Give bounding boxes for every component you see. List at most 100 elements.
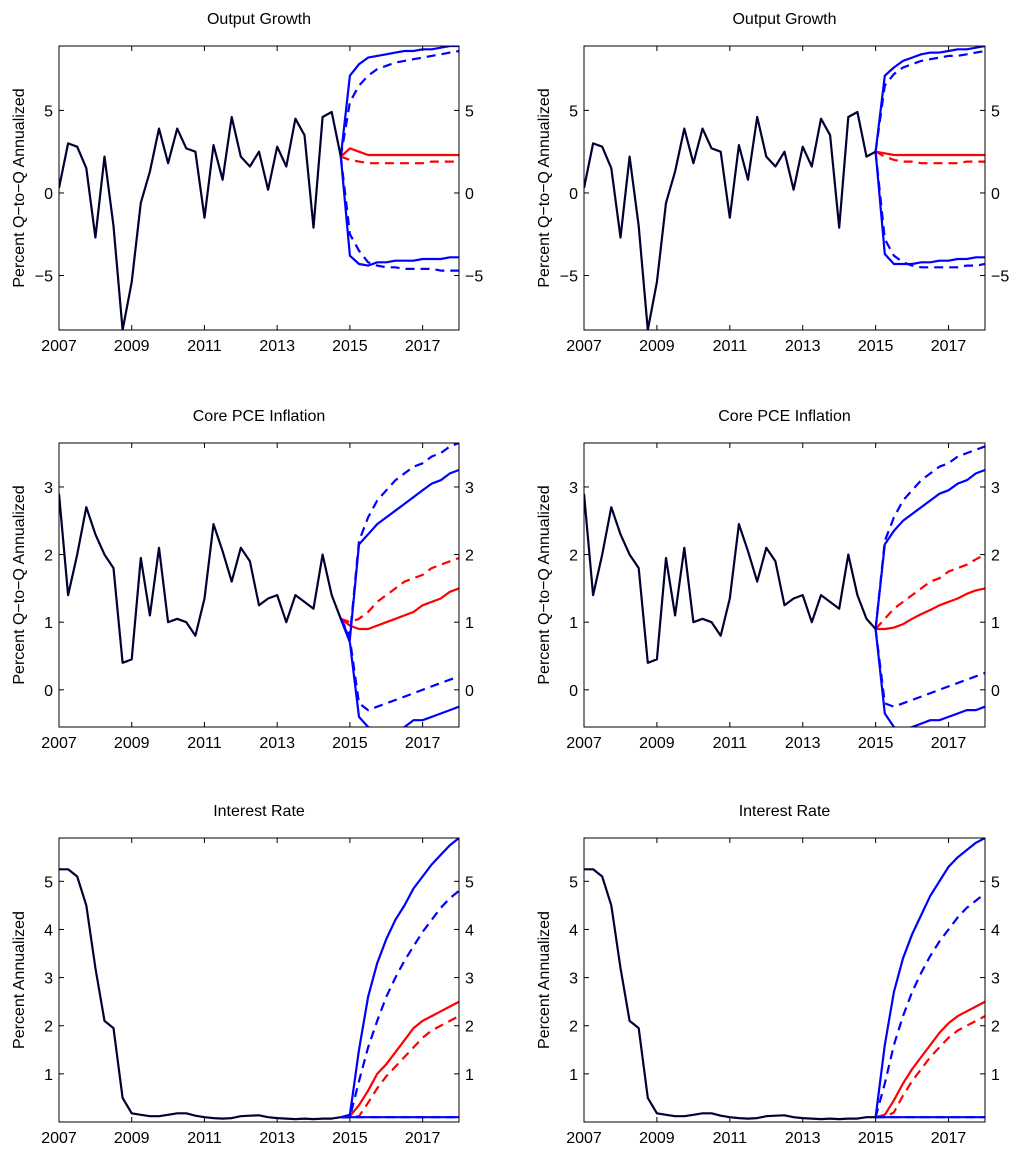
y-tick-label-right: 5: [991, 874, 1000, 891]
x-tick-label: 2015: [858, 1130, 894, 1147]
median-dashed-line-2: [875, 1015, 985, 1119]
x-tick-label: 2017: [405, 1130, 441, 1147]
plot-lines: [59, 838, 459, 1121]
y-tick-label-right: 1: [465, 1067, 474, 1084]
band-solid-line-3: [874, 838, 985, 1118]
y-axis-label: Percent Annualized: [536, 911, 553, 1049]
y-tick-label-right: 0: [465, 683, 474, 700]
chart-title: Output Growth: [732, 11, 836, 28]
y-axis-label: Percent Q−to−Q Annualized: [536, 88, 553, 287]
band-dashed-line-5: [874, 49, 985, 152]
x-tick-label: 2011: [187, 1130, 222, 1147]
y-tick-label-right: 4: [991, 922, 1000, 939]
x-tick-label: 2007: [566, 338, 602, 355]
y-tick-label-right: −5: [991, 269, 1009, 286]
x-tick-label: 2017: [405, 735, 441, 752]
chart-panel-2: Output Growth Percent Q−to−Q Annualized 20…: [536, 11, 1009, 355]
y-tick-label-right: 2: [465, 548, 474, 565]
x-tick-label: 2007: [566, 735, 602, 752]
plot-lines: [584, 838, 985, 1121]
chart-panel-5: Interest Rate Percent Annualized 2007 2009 2…: [11, 803, 474, 1147]
band-solid-line-4: [339, 156, 459, 267]
median-solid-line-1: [875, 1000, 985, 1119]
y-tick-label-right: 3: [991, 480, 1000, 497]
band-dashed-line-6: [339, 156, 459, 272]
plot-frame: [58, 442, 460, 728]
y-tick-label-right: 5: [465, 874, 474, 891]
band-dashed-line-5: [339, 49, 459, 157]
y-tick-label-left: −5: [560, 269, 578, 286]
x-tick-label: 2011: [713, 1130, 748, 1147]
plot-lines: [59, 443, 459, 727]
plot-lines: [584, 46, 985, 330]
y-tick-label-right: 3: [991, 971, 1000, 988]
plot-frame: [583, 45, 986, 331]
y-tick-label-left: 2: [569, 1019, 578, 1036]
y-tick-label-right: 0: [991, 186, 1000, 203]
x-tick-label: 2009: [639, 735, 675, 752]
chart-panel-4: Core PCE Inflation Percent Q−to−Q Annuali…: [536, 408, 1000, 752]
x-tick-label: 2007: [41, 1130, 77, 1147]
chart-title: Interest Rate: [213, 803, 305, 820]
y-axis-label: Percent Annualized: [11, 911, 28, 1049]
x-tick-label: 2007: [41, 735, 77, 752]
y-tick-label-right: 1: [465, 615, 474, 632]
band-dashed-line-6: [339, 618, 459, 712]
y-tick-label-right: 1: [991, 1067, 1000, 1084]
y-tick-label-right: 2: [991, 548, 1000, 565]
median-solid-line-1: [340, 1000, 459, 1119]
plot-frame: [58, 837, 460, 1123]
y-tick-label-left: 3: [44, 971, 53, 988]
median-dashed-line-2: [340, 556, 459, 624]
y-tick-label-left: 1: [569, 615, 578, 632]
plot-frame: [583, 442, 986, 728]
y-tick-label-left: 1: [44, 1067, 53, 1084]
plot-frame: [583, 837, 986, 1123]
x-tick-label: 2013: [259, 338, 295, 355]
median-dashed-line-2: [340, 1015, 459, 1119]
y-tick-label-left: 5: [569, 874, 578, 891]
history-line: [584, 493, 877, 664]
x-tick-label: 2007: [566, 1130, 602, 1147]
x-tick-label: 2013: [259, 735, 295, 752]
y-tick-label-left: 1: [569, 1067, 578, 1084]
y-tick-label-right: −5: [465, 269, 483, 286]
y-tick-label-left: 0: [44, 683, 53, 700]
x-tick-label: 2009: [114, 735, 150, 752]
x-tick-label: 2015: [332, 338, 368, 355]
band-solid-line-3: [339, 46, 459, 157]
y-tick-label-left: 3: [44, 480, 53, 497]
band-solid-line-4: [339, 618, 459, 727]
band-dashed-line-5: [874, 892, 985, 1118]
median-solid-line-1: [875, 587, 985, 631]
y-tick-label-right: 0: [465, 186, 474, 203]
y-tick-label-left: 5: [569, 103, 578, 120]
x-tick-label: 2011: [713, 338, 748, 355]
x-tick-label: 2013: [785, 1130, 821, 1147]
x-tick-label: 2011: [187, 735, 222, 752]
x-tick-label: 2017: [931, 338, 967, 355]
y-tick-label-right: 4: [465, 922, 474, 939]
y-tick-label-left: 3: [569, 480, 578, 497]
x-tick-label: 2011: [187, 338, 222, 355]
x-tick-label: 2015: [858, 338, 894, 355]
y-axis-label: Percent Q−to−Q Annualized: [536, 485, 553, 684]
y-tick-label-left: 4: [44, 922, 53, 939]
band-dashed-line-5: [339, 443, 459, 637]
x-tick-label: 2017: [931, 1130, 967, 1147]
band-dashed-line-5: [874, 445, 985, 630]
median-dashed-line-2: [340, 155, 459, 165]
chart-title: Output Growth: [207, 11, 311, 28]
y-tick-label-left: 0: [569, 186, 578, 203]
y-tick-label-right: 3: [465, 480, 474, 497]
y-tick-label-right: 5: [991, 103, 1000, 120]
y-tick-label-left: 2: [569, 548, 578, 565]
band-solid-line-3: [340, 838, 459, 1119]
y-tick-label-right: 1: [991, 615, 1000, 632]
x-tick-label: 2007: [41, 338, 77, 355]
x-tick-label: 2013: [785, 338, 821, 355]
y-tick-label-right: 2: [465, 1019, 474, 1036]
y-tick-label-left: 1: [44, 615, 53, 632]
band-dashed-line-6: [874, 628, 985, 708]
